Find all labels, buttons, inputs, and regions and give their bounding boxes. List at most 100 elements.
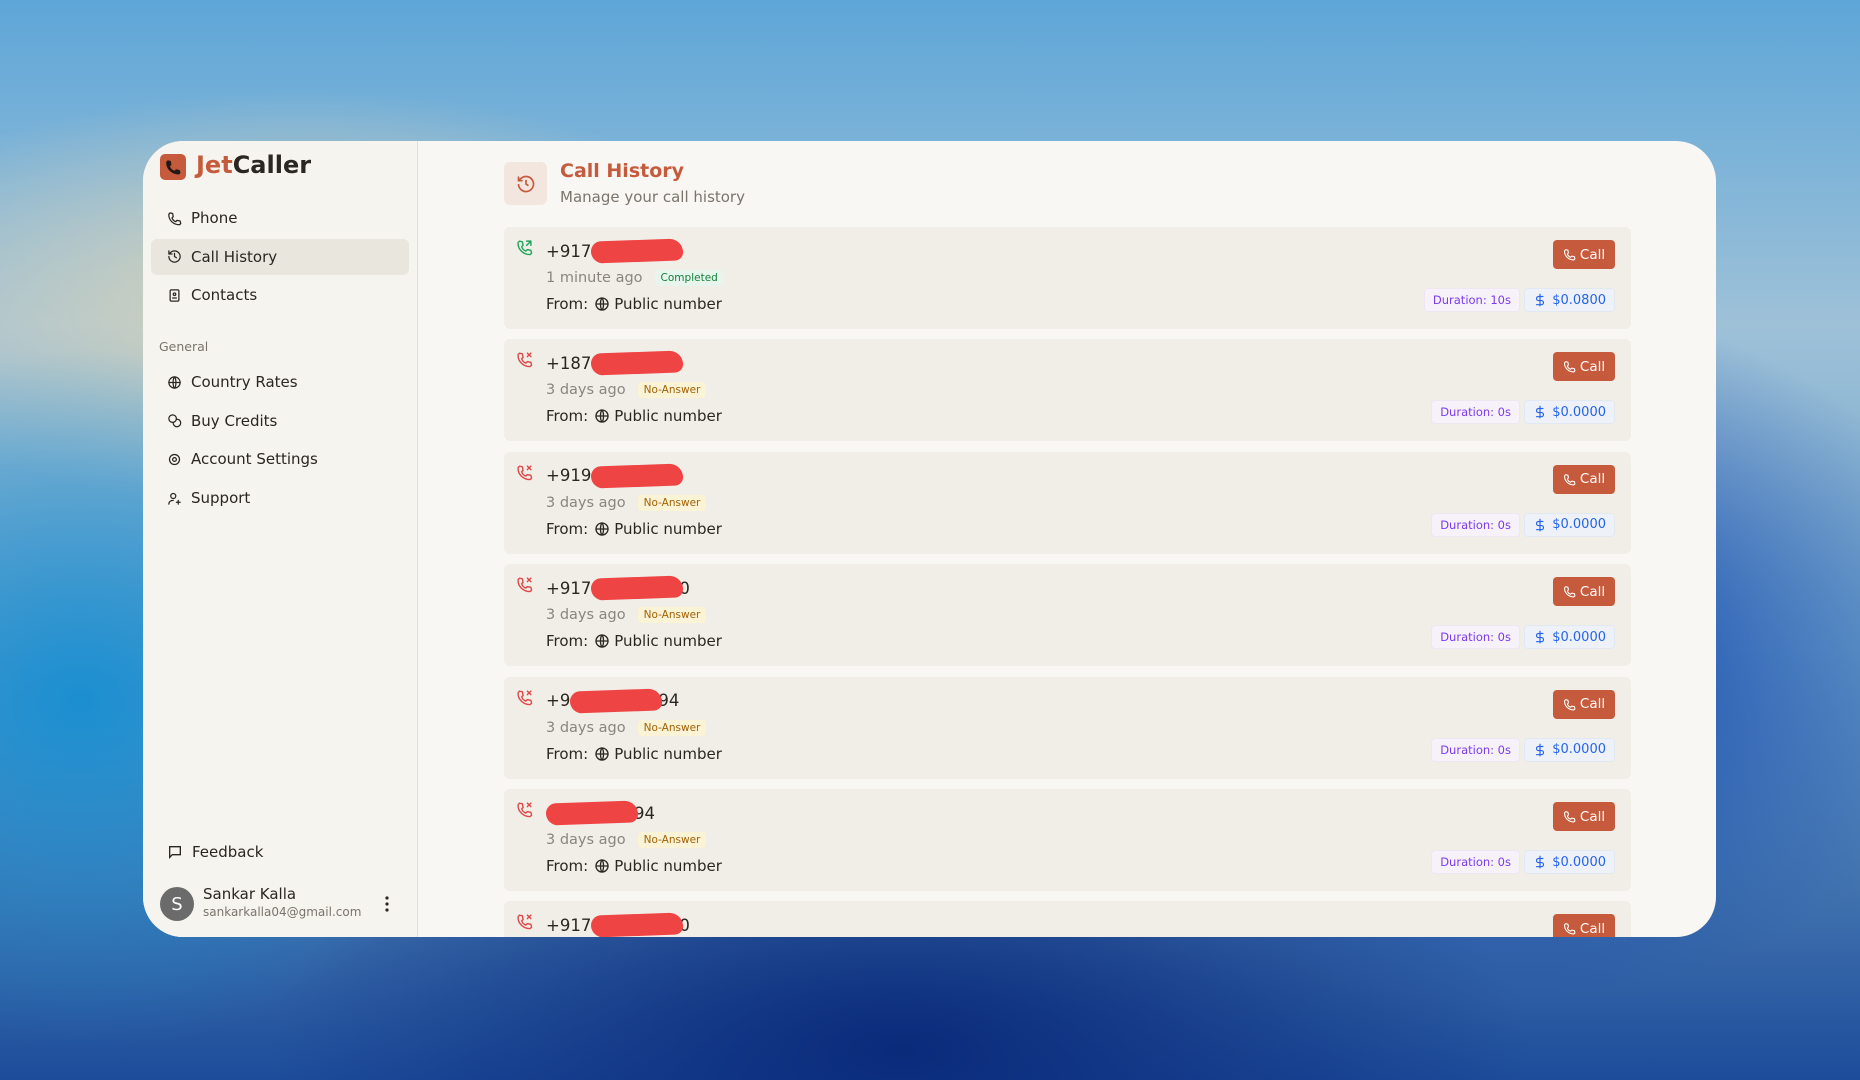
call-label: Call — [1579, 358, 1606, 375]
redaction — [545, 800, 639, 826]
cost-text: $0.0000 — [1552, 404, 1606, 420]
header-icon — [504, 162, 547, 205]
number-start: +917 — [546, 578, 592, 598]
redaction — [590, 575, 684, 601]
redaction — [569, 687, 663, 714]
icon — [1533, 293, 1547, 307]
status-badge: No-Answer — [637, 607, 707, 624]
cost-badge: $0.0800 — [1524, 288, 1615, 312]
time-text: 1 minute ago — [546, 270, 643, 286]
call-time: 3 days ago No-Answer — [546, 832, 707, 848]
nav-label: Support — [191, 489, 251, 508]
call-label: Call — [1579, 583, 1606, 600]
phone-number: +919 — [546, 463, 684, 489]
nav-item[interactable]: Support — [151, 480, 409, 516]
from-label: From: — [546, 407, 589, 426]
call-card: +187 3 days ago No-Answer From: Public numbe… — [504, 339, 1631, 442]
cost-text: $0.0000 — [1552, 629, 1606, 645]
icon — [151, 375, 191, 390]
nav-item[interactable]: Buy Credits — [151, 403, 409, 439]
icon — [1533, 855, 1547, 869]
nav-label: Contacts — [191, 286, 258, 304]
icon — [151, 452, 191, 467]
call-card: +917 0 3 days ago No-Answer From: Public numb… — [504, 564, 1631, 667]
number-start: +919 — [546, 466, 592, 486]
cost-text: $0.0000 — [1552, 742, 1606, 758]
app-window: JetCaller Phone Call History Contacts Gene… — [143, 141, 1716, 937]
call-time: 3 days ago No-Answer — [546, 494, 707, 511]
icon — [516, 576, 533, 593]
phone-number: +9 94 — [546, 687, 680, 714]
number-end: 94 — [634, 803, 655, 823]
nav-label: Buy Credits — [191, 411, 278, 430]
number-start: +9 — [546, 691, 571, 711]
call-time: 3 days ago No-Answer — [546, 607, 707, 624]
avatar: S — [160, 887, 194, 921]
call-card: +919 3 days ago No-Answer From: Public numbe… — [504, 451, 1631, 554]
nav-label: Phone — [191, 209, 238, 227]
call-button[interactable]: Call — [1553, 689, 1615, 719]
cost-badge: $0.0000 — [1524, 625, 1615, 650]
feedback-link[interactable]: Feedback — [151, 834, 409, 870]
status-badge: Completed — [654, 270, 724, 286]
user-name: Sankar Kalla — [203, 885, 297, 903]
call-button[interactable]: Call — [1553, 240, 1615, 269]
icon — [1563, 248, 1576, 261]
icon — [516, 351, 533, 368]
brand-accent: Jet — [196, 151, 233, 179]
call-card: +917 1 minute ago Completed From: Public num… — [504, 227, 1631, 329]
nav-item[interactable]: Call History — [151, 238, 409, 275]
from-source: Public number — [614, 295, 722, 313]
user-email: sankarkalla04@gmail.com — [203, 905, 362, 919]
call-from: From: Public number — [546, 857, 722, 875]
cost-badge: $0.0000 — [1524, 400, 1615, 425]
icon — [1563, 473, 1576, 486]
call-label: Call — [1579, 920, 1606, 937]
icon — [1563, 698, 1576, 711]
call-button[interactable]: Call — [1553, 464, 1615, 494]
feedback-label: Feedback — [192, 843, 264, 861]
status-badge: No-Answer — [637, 832, 707, 848]
nav-label: Call History — [191, 247, 278, 266]
call-button[interactable]: Call — [1553, 802, 1615, 831]
cost-badge: $0.0000 — [1524, 512, 1615, 537]
duration-badge: Duration: 0s — [1431, 737, 1520, 762]
call-button[interactable]: Call — [1553, 914, 1615, 937]
user-menu[interactable] — [383, 895, 391, 913]
call-label: Call — [1579, 246, 1606, 263]
nav-item[interactable]: Account Settings — [151, 441, 409, 477]
number-start: +917 — [546, 915, 592, 935]
icon — [151, 413, 191, 428]
from-source: Public number — [614, 632, 722, 651]
cost-text: $0.0000 — [1552, 854, 1606, 870]
duration-badge: Duration: 0s — [1431, 625, 1520, 650]
nav-label: Country Rates — [191, 373, 298, 391]
call-button[interactable]: Call — [1553, 352, 1615, 382]
call-time: 3 days ago No-Answer — [546, 719, 707, 736]
time-text: 3 days ago — [546, 832, 626, 848]
from-source: Public number — [614, 857, 722, 875]
icon — [594, 746, 610, 762]
logo-icon — [160, 154, 186, 180]
phone-number: +187 — [546, 350, 684, 376]
redaction — [590, 238, 684, 264]
brand-rest: Caller — [232, 151, 312, 179]
duration-badge: Duration: 10s — [1423, 288, 1520, 312]
time-text: 3 days ago — [546, 719, 626, 736]
call-from: From: Public number — [546, 407, 722, 425]
nav-label: Account Settings — [191, 450, 318, 469]
nav-item[interactable]: Contacts — [151, 277, 409, 313]
status-badge: No-Answer — [637, 494, 707, 511]
phone-number: +917 0 — [546, 912, 690, 937]
cost-text: $0.0000 — [1552, 517, 1606, 533]
status-badge: No-Answer — [637, 719, 707, 736]
icon — [516, 801, 533, 818]
call-button[interactable]: Call — [1553, 577, 1615, 607]
icon — [516, 464, 533, 481]
number-start: +187 — [546, 353, 592, 373]
icon — [1563, 360, 1576, 373]
icon — [516, 239, 533, 256]
nav-item[interactable]: Phone — [151, 200, 409, 236]
nav-item[interactable]: Country Rates — [151, 364, 409, 400]
number-end: 94 — [658, 691, 680, 711]
